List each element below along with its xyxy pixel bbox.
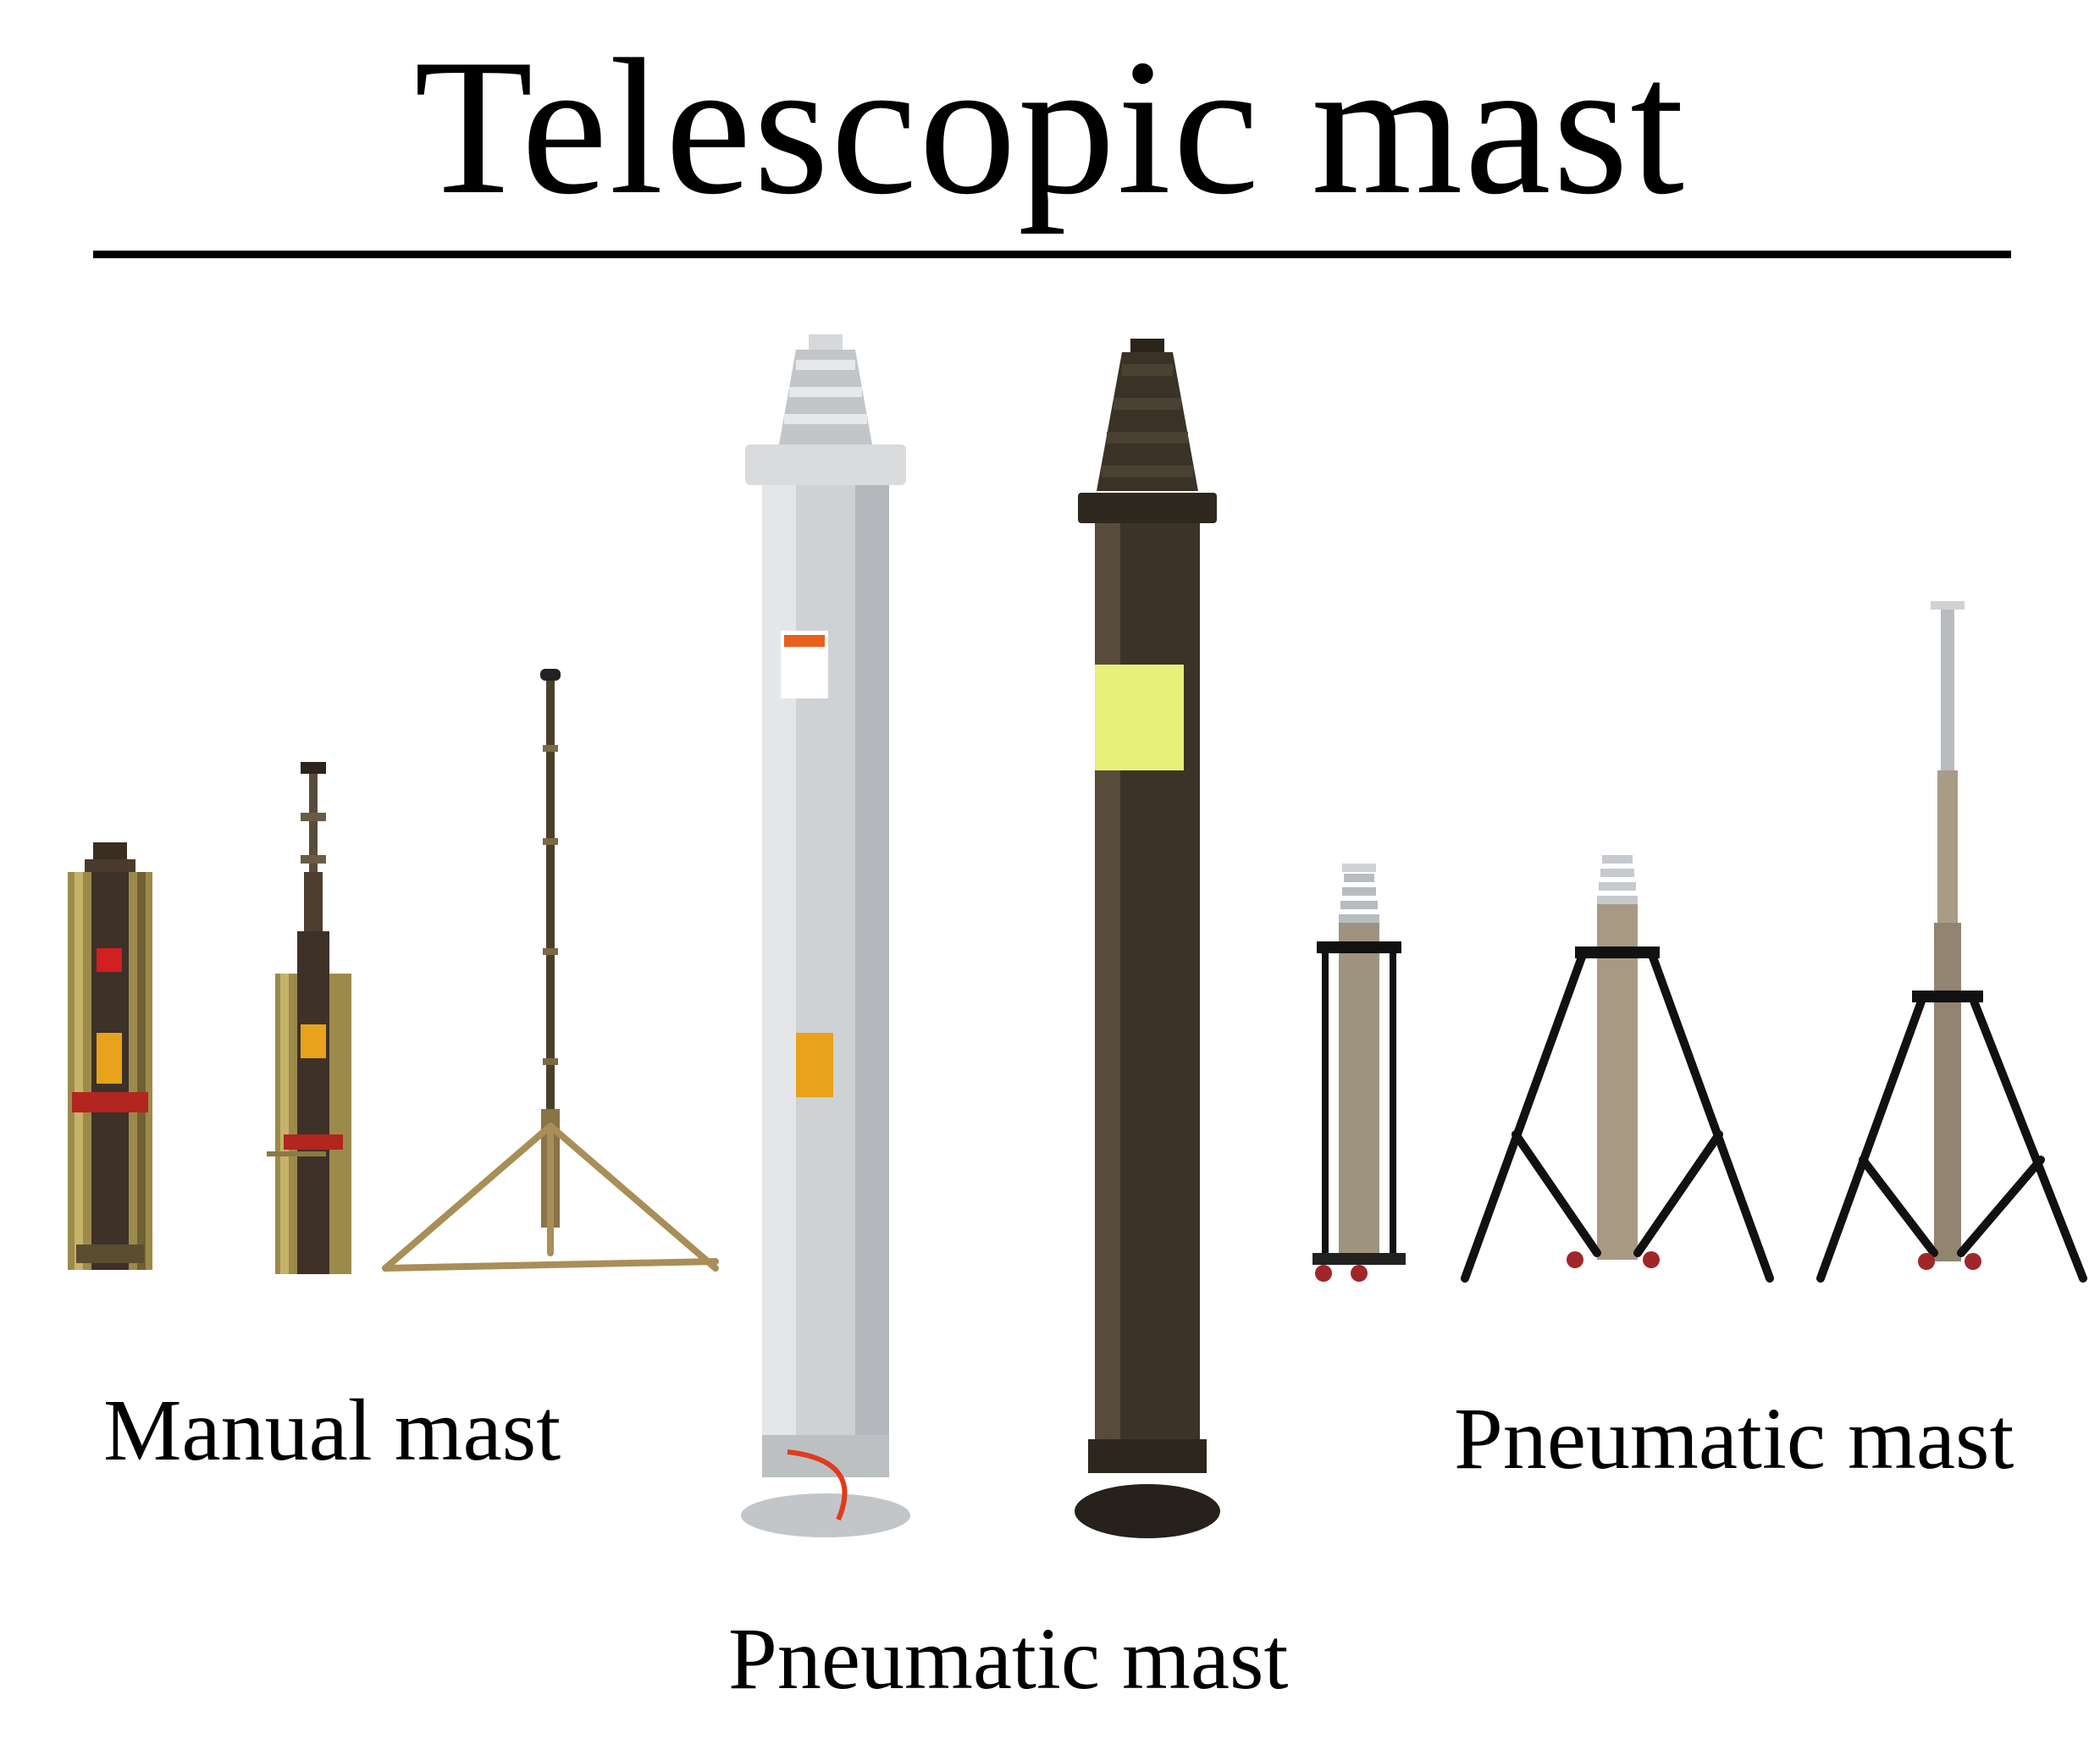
pneumatic-mast-tripod-medium-image bbox=[1448, 855, 1787, 1295]
manual-mast-extended-image bbox=[267, 762, 360, 1278]
pneumatic-mast-label-center: Pneumatic mast bbox=[728, 1610, 1289, 1708]
page-title: Telescopic mast bbox=[414, 19, 1686, 235]
pneumatic-mast-label-right: Pneumatic mast bbox=[1454, 1390, 2014, 1487]
pneumatic-mast-dark-image bbox=[1071, 339, 1224, 1541]
pneumatic-mast-tripod-tall-image bbox=[1812, 601, 2092, 1295]
pneumatic-mast-silver-image bbox=[737, 334, 915, 1545]
pneumatic-mast-tripod-small-image bbox=[1308, 864, 1410, 1287]
manual-mast-label: Manual mast bbox=[103, 1382, 561, 1479]
manual-mast-retracted-image bbox=[59, 838, 161, 1278]
manual-mast-tripod-image bbox=[377, 669, 724, 1278]
title-underline bbox=[93, 251, 2011, 258]
